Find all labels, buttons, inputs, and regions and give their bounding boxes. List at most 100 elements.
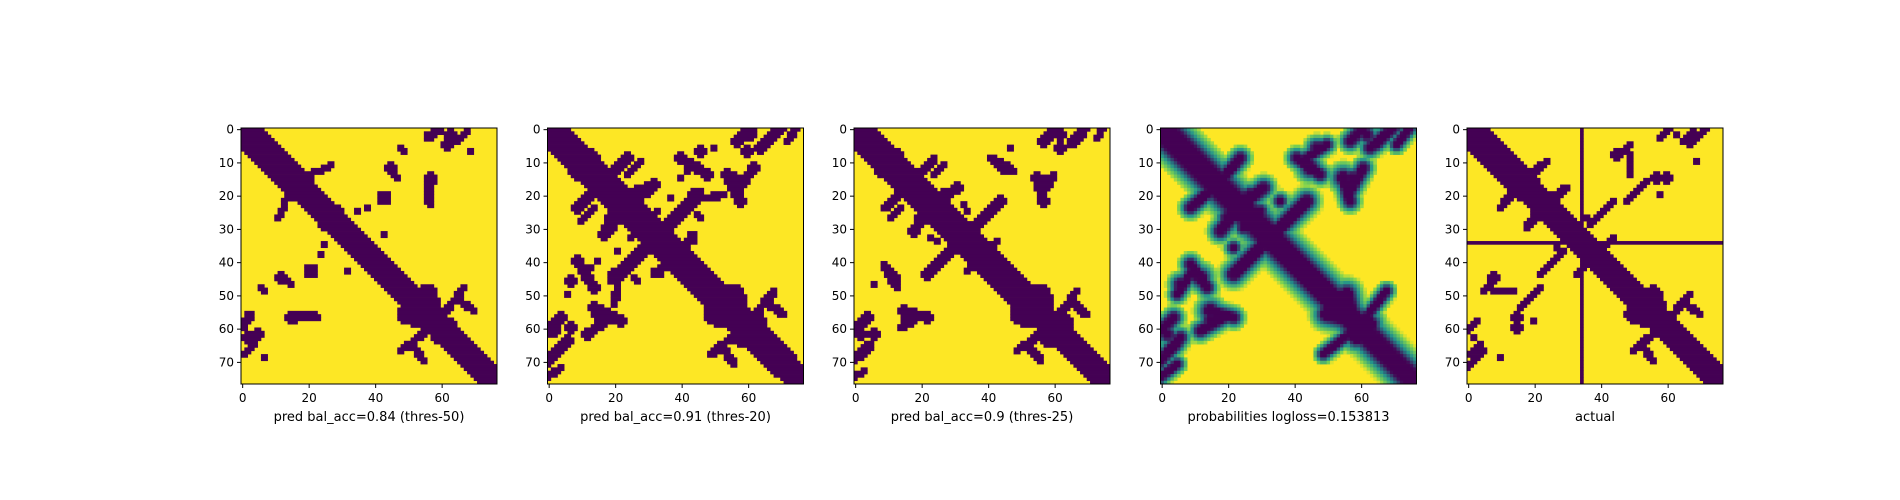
heatmap-cell bbox=[1669, 347, 1707, 352]
heatmap-cell bbox=[737, 344, 788, 348]
heatmap-cell bbox=[1180, 214, 1185, 219]
heatmap-cell bbox=[1036, 327, 1074, 332]
heatmap-cell bbox=[1369, 304, 1381, 308]
heatmap-cell bbox=[1193, 214, 1198, 219]
heatmap-cell bbox=[1236, 310, 1241, 315]
heatmap-cell bbox=[1233, 177, 1238, 182]
heatmap-cell bbox=[1373, 164, 1377, 169]
heatmap-cell bbox=[1580, 157, 1584, 162]
heatmap-cell bbox=[1230, 257, 1234, 262]
heatmap-cell bbox=[1160, 157, 1165, 162]
heatmap-cell bbox=[1340, 324, 1344, 328]
heatmap-cell bbox=[1573, 251, 1611, 255]
heatmap-cell bbox=[1183, 270, 1188, 275]
heatmap-cell bbox=[1379, 294, 1387, 298]
heatmap-cell bbox=[1210, 147, 1215, 152]
heatmap-cell bbox=[1389, 324, 1394, 328]
heatmap-cell bbox=[1323, 260, 1328, 265]
heatmap-cell bbox=[1226, 260, 1231, 265]
heatmap-cell bbox=[420, 360, 428, 365]
heatmap-cell bbox=[1210, 337, 1215, 342]
heatmap-cell bbox=[1303, 141, 1308, 145]
heatmap-cell bbox=[590, 204, 598, 209]
heatmap-cell bbox=[1197, 141, 1201, 145]
heatmap-cell bbox=[1276, 197, 1284, 202]
heatmap-cell bbox=[1203, 287, 1211, 292]
heatmap-cell bbox=[1030, 174, 1058, 179]
heatmap-cell bbox=[1230, 320, 1238, 325]
heatmap-cell bbox=[1207, 187, 1238, 192]
heatmap-cell bbox=[1403, 357, 1407, 362]
heatmap-cell bbox=[1173, 330, 1178, 335]
heatmap-cell bbox=[1363, 184, 1367, 189]
heatmap-cell bbox=[1326, 164, 1331, 169]
heatmap-cell bbox=[567, 274, 575, 278]
heatmap-cell bbox=[1379, 324, 1384, 328]
heatmap-cell bbox=[1273, 264, 1278, 268]
heatmap-cell bbox=[1173, 161, 1178, 165]
heatmap-cell bbox=[610, 294, 621, 298]
heatmap-cell bbox=[1580, 374, 1584, 378]
heatmap-cell bbox=[564, 327, 578, 332]
heatmap-cell bbox=[247, 344, 258, 348]
heatmap-cell bbox=[267, 174, 315, 179]
heatmap-cell bbox=[1200, 141, 1205, 145]
heatmap-cell bbox=[1243, 280, 1248, 285]
heatmap-cell bbox=[1353, 207, 1357, 212]
heatmap-cell bbox=[1393, 141, 1404, 145]
heatmap-cell bbox=[1373, 154, 1377, 159]
heatmap-cell bbox=[1233, 224, 1238, 229]
heatmap-cell bbox=[1040, 144, 1048, 149]
heatmap-cell bbox=[1320, 151, 1324, 155]
heatmap-cell bbox=[1187, 204, 1198, 209]
heatmap-cell bbox=[887, 280, 901, 285]
heatmap-cell bbox=[1580, 217, 1601, 222]
heatmap-cell bbox=[1173, 350, 1178, 355]
heatmap-cell bbox=[1580, 360, 1584, 365]
heatmap-cell bbox=[1283, 280, 1288, 285]
heatmap-cell bbox=[1200, 287, 1205, 292]
heatmap-cell bbox=[980, 211, 998, 215]
heatmap-cell bbox=[1236, 287, 1241, 292]
heatmap-cell bbox=[1363, 354, 1367, 358]
heatmap-cell bbox=[1353, 294, 1357, 298]
heatmap-cell bbox=[1286, 204, 1291, 209]
heatmap-cell bbox=[1240, 237, 1244, 242]
heatmap-cell bbox=[1177, 128, 1181, 132]
heatmap-cell bbox=[1580, 260, 1621, 265]
heatmap-cell bbox=[1303, 237, 1308, 242]
heatmap-cell bbox=[1296, 174, 1301, 179]
heatmap-cell bbox=[334, 237, 372, 242]
heatmap-cell bbox=[1293, 144, 1301, 149]
heatmap-cell bbox=[1236, 164, 1241, 169]
heatmap-cell bbox=[1160, 327, 1168, 332]
heatmap-cell bbox=[1330, 264, 1334, 268]
heatmap-cell bbox=[677, 277, 721, 282]
heatmap-cell bbox=[1300, 294, 1304, 298]
heatmap-cell bbox=[1300, 304, 1304, 308]
heatmap-cell bbox=[1283, 217, 1294, 222]
heatmap-cell bbox=[1363, 310, 1367, 315]
heatmap-cell bbox=[1467, 128, 1491, 132]
heatmap-cell bbox=[1250, 244, 1254, 249]
heatmap-cell bbox=[1356, 141, 1361, 145]
heatmap-cell bbox=[1056, 307, 1071, 312]
heatmap-cell bbox=[897, 327, 908, 332]
heatmap-cell bbox=[397, 147, 408, 152]
heatmap-cell bbox=[1673, 350, 1711, 355]
heatmap-cell bbox=[1190, 267, 1198, 272]
heatmap-cell bbox=[1320, 137, 1324, 142]
heatmap-cell bbox=[1369, 164, 1374, 169]
heatmap-cell bbox=[1180, 320, 1185, 325]
heatmap-cell bbox=[1010, 307, 1054, 312]
heatmap-cell bbox=[1306, 137, 1311, 142]
heatmap-cell bbox=[1343, 134, 1348, 139]
heatmap-cell bbox=[1343, 207, 1348, 212]
heatmap-cell bbox=[1253, 260, 1258, 265]
heatmap-cell bbox=[1356, 277, 1361, 282]
heatmap-cell bbox=[1076, 367, 1111, 372]
heatmap-cell bbox=[1217, 214, 1221, 219]
heatmap-cell bbox=[786, 131, 798, 135]
heatmap-cell bbox=[1379, 154, 1384, 159]
heatmap-cell bbox=[890, 194, 955, 199]
